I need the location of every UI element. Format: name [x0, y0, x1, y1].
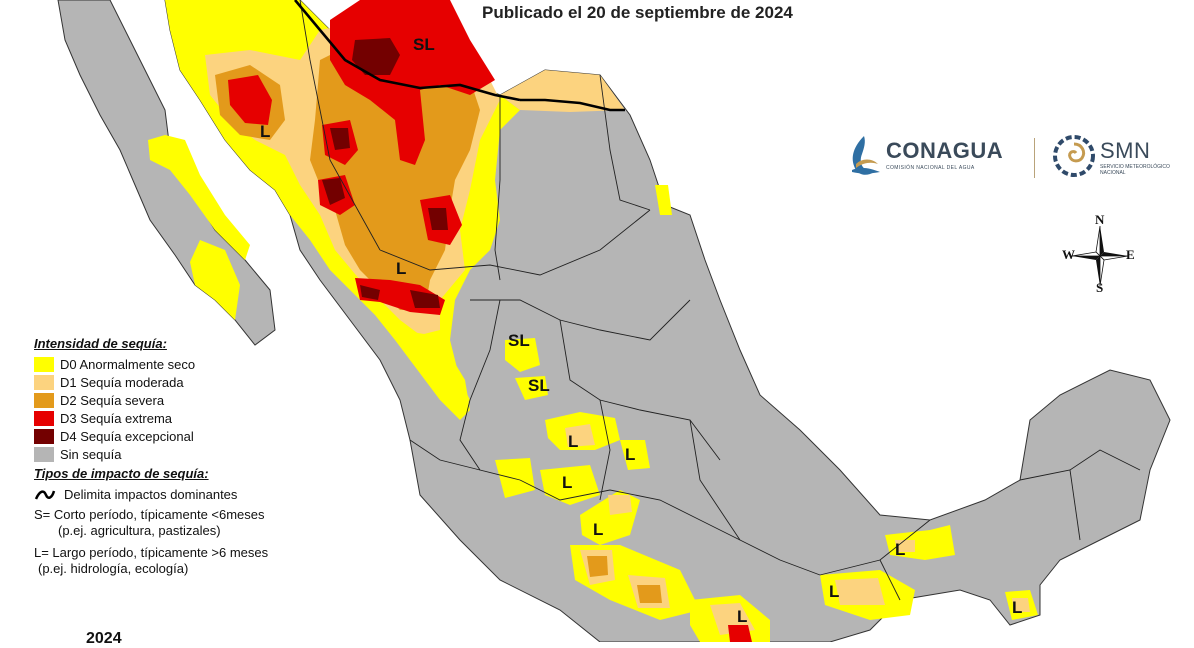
gulf-d0-strip: [655, 185, 672, 215]
northeast-d4: [352, 38, 400, 75]
legend-label-d4: D4 Sequía excepcional: [60, 428, 194, 444]
legend-label-d1: D1 Sequía moderada: [60, 374, 184, 390]
legend-label-d3: D3 Sequía extrema: [60, 410, 173, 426]
map-label-sl-northeast: SL: [413, 35, 435, 54]
smn-subtitle: SERVICIO METEOROLÓGICO NACIONAL: [1100, 164, 1170, 176]
compass-rose: N S E W: [1060, 212, 1140, 296]
smn-name: SMN: [1100, 138, 1151, 163]
map-label-l-tabasco: L: [895, 540, 905, 559]
smn-logo: SMN SERVICIO METEOROLÓGICO NACIONAL: [1052, 132, 1172, 180]
legend-swatch-none: [34, 446, 54, 462]
legend-swatch-d2: [34, 392, 54, 408]
jalisco-d0: [495, 458, 535, 498]
tabasco-d1: [895, 540, 915, 552]
map-label-sl-aguascalientes: SL: [528, 376, 550, 395]
guanajuato-d1: [565, 424, 595, 447]
map-label-sl-zacatecas: SL: [508, 331, 530, 350]
state-boundaries: [299, 0, 1141, 601]
map-label-l-chiapas: L: [1012, 598, 1022, 617]
northwest-d2: [310, 40, 480, 310]
legend-row-d3: D3 Sequía extrema: [34, 409, 354, 427]
sonora-d3: [228, 75, 272, 125]
legend-row-d4: D4 Sequía excepcional: [34, 427, 354, 445]
nayarit-d4: [360, 285, 380, 300]
legend-long-term: L= Largo período, típicamente >6 meses (…: [34, 545, 354, 577]
baja-d0-north: [148, 135, 250, 260]
veracruz-south-d1: [835, 578, 885, 605]
oaxaca-d3: [728, 625, 752, 642]
legend-swatch-d3: [34, 410, 54, 426]
guerrero-d2: [587, 556, 608, 577]
map-label-l-morelos: L: [593, 520, 603, 539]
chiapas-d1: [1012, 598, 1030, 612]
morelos-d1: [608, 495, 632, 515]
conagua-emblem-icon: [852, 136, 880, 175]
durango-d4b: [428, 208, 448, 230]
legend-label-d0: D0 Anormalmente seco: [60, 356, 196, 372]
legend-short-term: S= Corto período, típicamente <6meses (p…: [34, 507, 354, 539]
legend-boundary-row: Delimita impactos dominantes: [34, 487, 354, 503]
compass-north: N: [1095, 212, 1105, 227]
legend: Intensidad de sequía: D0 Anormalmente se…: [34, 336, 354, 577]
tamaulipas-d1: [500, 70, 625, 112]
legend-row-d1: D1 Sequía moderada: [34, 373, 354, 391]
map-label-l-durango: L: [396, 259, 406, 278]
legend-label-none: Sin sequía: [60, 446, 122, 462]
legend-swatch-d0: [34, 356, 54, 372]
logo-divider: [1034, 138, 1035, 178]
compass-east: E: [1126, 247, 1135, 262]
map-label-l-michoacan: L: [562, 473, 572, 492]
map-label-l-guanajuato: L: [568, 432, 578, 451]
map-label-l-hidalgo: L: [625, 445, 635, 464]
conagua-name: CONAGUA: [886, 138, 1004, 163]
guerrero-d2b: [637, 585, 662, 603]
map-label-l-sonora: L: [260, 122, 270, 141]
legend-row-d2: D2 Sequía severa: [34, 391, 354, 409]
map-label-l-oaxaca: L: [737, 607, 747, 626]
smn-emblem-icon: [1053, 135, 1095, 177]
legend-impact-heading: Tipos de impacto de sequía:: [34, 466, 209, 481]
durango-d4: [410, 290, 440, 308]
map-label-l-veracruz-south: L: [829, 582, 839, 601]
impact-boundaries: [294, 0, 625, 112]
boundary-line-icon: [34, 490, 56, 500]
aguascalientes-d0: [515, 376, 548, 400]
compass-south: S: [1096, 280, 1104, 295]
conagua-subtitle: COMISIÓN NACIONAL DEL AGUA: [886, 165, 975, 171]
legend-long-term-line1: L= Largo período, típicamente >6 meses: [34, 545, 269, 560]
year-label: 2024: [86, 630, 122, 647]
map-title: Publicado el 20 de septiembre de 2024: [482, 3, 793, 22]
legend-short-term-line1: S= Corto período, típicamente <6meses: [34, 507, 265, 522]
legend-intensity-heading: Intensidad de sequía:: [34, 336, 167, 351]
legend-swatch-d4: [34, 428, 54, 444]
compass-west: W: [1062, 247, 1075, 262]
chihuahua-d4: [330, 128, 350, 150]
sinaloa-d4: [322, 178, 345, 205]
legend-row-d0: D0 Anormalmente seco: [34, 355, 354, 373]
baja-d0-south: [190, 240, 240, 320]
conagua-logo: CONAGUA COMISIÓN NACIONAL DEL AGUA: [846, 134, 1021, 180]
legend-swatch-d1: [34, 374, 54, 390]
compass-rose-icon: [1071, 225, 1129, 287]
legend-boundary-label: Delimita impactos dominantes: [64, 487, 238, 502]
hidalgo-d0: [620, 440, 650, 470]
legend-label-d2: D2 Sequía severa: [60, 392, 165, 408]
legend-long-term-line2: (p.ej. hidrología, ecología): [38, 561, 189, 576]
legend-row-none: Sin sequía: [34, 445, 354, 463]
zacatecas-d0: [505, 338, 540, 372]
pacific-coast-d0: [400, 330, 470, 420]
legend-short-term-line2: (p.ej. agricultura, pastizales): [58, 523, 221, 538]
